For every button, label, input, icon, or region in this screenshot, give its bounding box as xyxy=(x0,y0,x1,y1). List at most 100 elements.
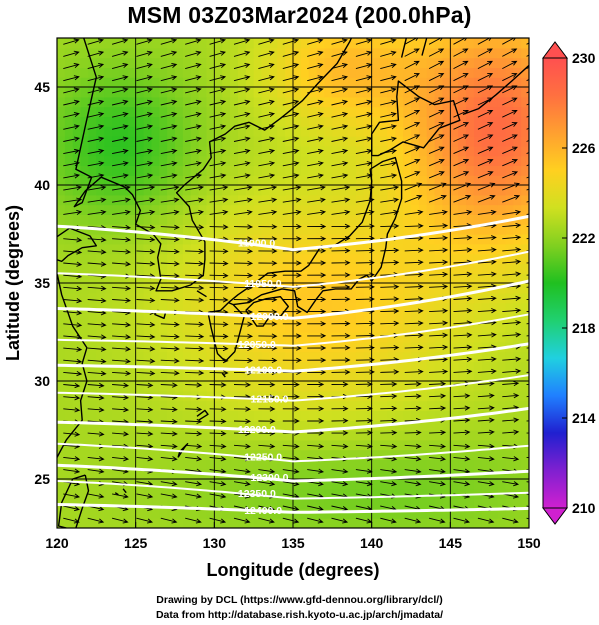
field-cell xyxy=(395,253,404,264)
field-cell xyxy=(112,283,121,294)
wind-vector xyxy=(404,259,424,265)
field-cell xyxy=(521,292,529,304)
field-cell xyxy=(403,204,412,215)
field-cell xyxy=(72,234,82,245)
wind-vector xyxy=(112,185,131,191)
field-cell xyxy=(293,263,302,274)
field-cell xyxy=(403,459,412,470)
field-cell xyxy=(293,283,302,294)
field-cell xyxy=(395,430,404,441)
field-cell xyxy=(332,312,341,323)
field-cell xyxy=(182,469,192,480)
field-cell xyxy=(308,390,318,402)
field-cell xyxy=(127,155,137,166)
field-cell xyxy=(379,47,388,59)
field-cell xyxy=(371,459,381,470)
field-cell xyxy=(175,508,184,519)
wind-vector xyxy=(209,481,227,487)
field-cell xyxy=(332,302,341,313)
field-cell xyxy=(316,234,326,245)
field-cell xyxy=(175,400,184,411)
field-cell xyxy=(167,155,176,166)
field-cell xyxy=(387,126,396,137)
wind-vector xyxy=(160,87,178,94)
field-cell xyxy=(245,449,255,460)
field-cell xyxy=(442,116,451,127)
field-cell xyxy=(411,116,420,127)
field-cell xyxy=(190,439,200,451)
field-cell xyxy=(434,439,444,451)
field-cell xyxy=(88,498,97,509)
field-cell xyxy=(143,106,152,117)
wind-vector xyxy=(136,285,156,291)
contour-label: 12250.0 xyxy=(244,452,282,464)
wind-vector xyxy=(380,63,397,70)
field-cell xyxy=(355,341,365,353)
field-cell xyxy=(206,214,215,225)
credit-drawing: Drawing by DCL (https://www.gfd-dennou.o… xyxy=(156,594,443,606)
wind-vector xyxy=(477,194,496,203)
field-cell xyxy=(497,322,506,333)
field-cell xyxy=(214,518,223,528)
field-cell xyxy=(167,87,176,98)
wind-vector xyxy=(258,224,278,230)
field-cell xyxy=(308,67,318,78)
field-cell xyxy=(198,214,208,225)
field-cell xyxy=(387,77,396,88)
field-cell xyxy=(214,87,223,98)
field-cell xyxy=(198,155,208,166)
field-cell xyxy=(222,145,231,157)
field-cell xyxy=(300,214,310,225)
field-cell xyxy=(198,302,208,313)
field-cell xyxy=(159,106,168,117)
field-cell xyxy=(513,224,522,235)
field-cell xyxy=(104,77,113,88)
field-cell xyxy=(450,400,459,411)
field-cell xyxy=(198,292,208,304)
field-cell xyxy=(112,185,121,196)
field-cell xyxy=(285,165,294,176)
field-cell xyxy=(450,67,459,78)
field-cell xyxy=(466,381,475,392)
wind-vector xyxy=(429,381,447,387)
field-cell xyxy=(521,400,529,411)
field-cell xyxy=(363,224,373,235)
field-cell xyxy=(340,185,349,196)
field-cell xyxy=(355,234,365,245)
field-cell xyxy=(379,283,388,294)
field-cell xyxy=(151,518,160,528)
field-cell xyxy=(505,292,514,304)
field-cell xyxy=(340,106,349,117)
field-cell xyxy=(57,77,66,88)
field-cell xyxy=(269,155,278,166)
field-cell xyxy=(277,165,286,176)
field-cell xyxy=(190,449,200,460)
field-cell xyxy=(387,283,396,294)
field-cell xyxy=(72,126,82,137)
wind-vector xyxy=(136,346,156,352)
wind-vector xyxy=(112,124,129,130)
field-cell xyxy=(88,57,97,68)
field-cell xyxy=(395,224,404,235)
wind-vector xyxy=(502,38,516,45)
field-cell xyxy=(214,479,223,490)
field-cell xyxy=(96,420,105,431)
field-cell xyxy=(167,498,176,509)
field-cell xyxy=(285,351,294,362)
field-cell xyxy=(167,381,176,392)
field-cell xyxy=(214,57,223,68)
field-cell xyxy=(473,116,483,127)
field-cell xyxy=(481,292,491,304)
field-cell xyxy=(135,390,145,402)
field-cell xyxy=(277,224,286,235)
field-cell xyxy=(466,430,475,441)
wind-vector xyxy=(428,122,445,130)
field-cell xyxy=(395,38,404,49)
wind-vector xyxy=(258,297,278,303)
wind-vector xyxy=(112,407,130,413)
field-cell xyxy=(237,243,247,255)
wind-vector xyxy=(209,418,227,424)
field-cell xyxy=(151,341,160,353)
field-cell xyxy=(214,204,223,215)
field-cell xyxy=(489,204,499,215)
